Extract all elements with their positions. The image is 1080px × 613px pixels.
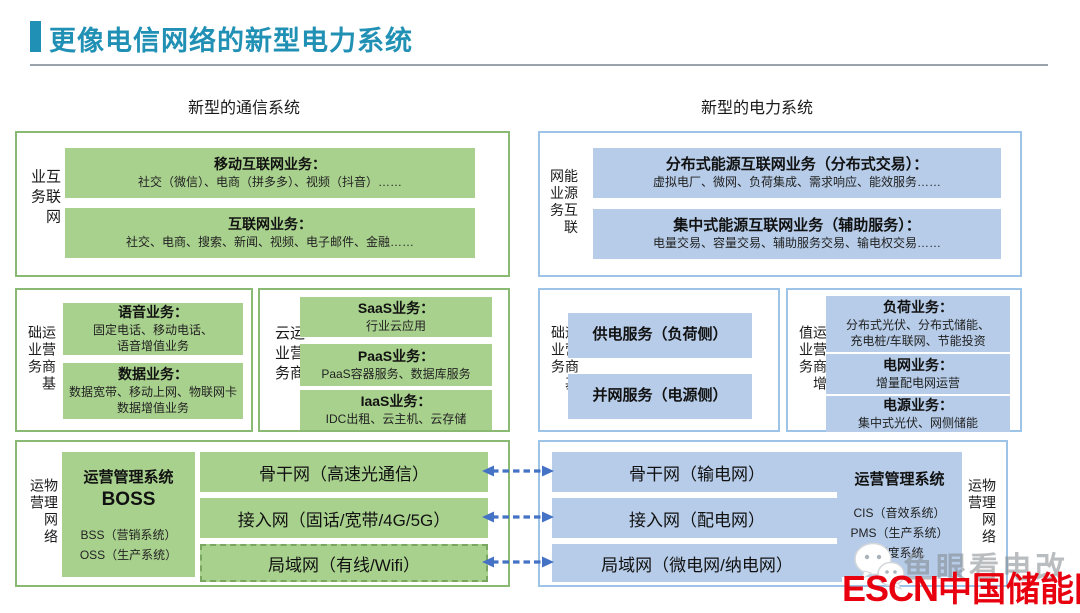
box-title: 负荷业务： <box>883 299 953 316</box>
section-telecom-cloud-business: 运营商云业务 SaaS业务： 行业云应用 PaaS业务： PaaS容器服务、数据… <box>258 288 510 432</box>
section-energy-internet-business: 能源互联网业务 分布式能源互联网业务（分布式交易）： 虚拟电厂、微网、负荷集成、… <box>538 131 1022 277</box>
box-sub: 虚拟电厂、微网、负荷集成、需求响应、能效服务…… <box>652 175 941 190</box>
section-label: 互联网业务 <box>29 168 61 229</box>
page-title: 更像电信网络的新型电力系统 <box>49 26 413 56</box>
box-sub: 电量交易、容量交易、辅助服务交易、输电权交易…… <box>652 236 941 251</box>
row-lan-telecom: 局域网（有线/Wifi） <box>200 544 488 582</box>
box-sub: 社交（微信）、电商（拼多多）、视频（抖音）…… <box>137 174 402 189</box>
box-internet: 互联网业务： 社交、电商、搜索、新闻、视频、电子邮件、金融…… <box>65 208 475 258</box>
box-distributed-energy: 分布式能源互联网业务（分布式交易）： 虚拟电厂、微网、负荷集成、需求响应、能效服… <box>593 148 1001 198</box>
box-saas: SaaS业务： 行业云应用 <box>300 297 492 337</box>
title-accent-bar <box>30 21 41 52</box>
mgmt-line: CIS（音效系统） <box>853 506 946 520</box>
box-sub: 语音增值业务 <box>116 338 189 353</box>
header-divider <box>30 64 1048 66</box>
section-telecom-physical-network: 物理网络运营 运营管理系统 BOSS BSS（营销系统） OSS（生产系统） 骨… <box>15 440 510 587</box>
arrow-access-link <box>482 511 554 523</box>
box-sub: IDC出租、云主机、云存储 <box>325 411 467 426</box>
box-sub: PaaS容器服务、数据库服务 <box>321 366 471 381</box>
row-lan-power: 局域网（微电网/纳电网） <box>552 544 842 582</box>
box-voice-business: 语音业务： 固定电话、移动电话、 语音增值业务 <box>63 303 243 355</box>
box-boss-system: 运营管理系统 BOSS BSS（营销系统） OSS（生产系统） <box>62 452 195 577</box>
box-title: SaaS业务： <box>357 300 435 317</box>
box-sub: 增量配电网运营 <box>875 375 960 390</box>
section-power-basic-business: 运营商基础业务 供电服务（负荷侧） 并网服务（电源侧） <box>538 288 780 432</box>
box-sub: 行业云应用 <box>365 318 426 333</box>
box-title: 移动互联网业务： <box>214 156 326 173</box>
section-power-physical-network: 骨干网（输电网） 接入网（配电网） 局域网（微电网/纳电网） 运营管理系统 CI… <box>538 440 1008 587</box>
box-title: 数据业务： <box>118 366 188 383</box>
mgmt-title: 运营管理系统 <box>83 469 174 486</box>
box-title: IaaS业务： <box>360 393 432 410</box>
row-access-power: 接入网（配电网） <box>552 498 842 538</box>
column-header-power: 新型的电力系统 <box>701 100 814 117</box>
box-title: 供电服务（负荷侧） <box>592 326 728 344</box>
section-label: 物理网络运营 <box>29 477 59 546</box>
arrow-backbone-link <box>482 465 554 477</box>
box-power-mgmt-system: 运营管理系统 CIS（音效系统） PMS（生产系统） 调度系统 <box>837 452 962 577</box>
box-sub: 充电桩/车联网、节能投资 <box>850 333 986 348</box>
row-backbone-power: 骨干网（输电网） <box>552 452 842 492</box>
box-sub: 固定电话、移动电话、 <box>92 322 213 337</box>
box-sub: 分布式光伏、分布式储能、 <box>845 317 990 332</box>
box-title: 互联网业务： <box>228 216 312 233</box>
box-grid-connection-service: 并网服务（电源侧） <box>568 374 752 419</box>
watermark-text: 鱼眼看电改 <box>903 552 1068 585</box>
section-telecom-basic-business: 运营商基础业务 语音业务： 固定电话、移动电话、 语音增值业务 数据业务： 数据… <box>15 288 253 432</box>
mgmt-title: 运营管理系统 <box>854 471 945 488</box>
box-title: PaaS业务： <box>357 348 435 365</box>
section-internet-business: 互联网业务 移动互联网业务： 社交（微信）、电商（拼多多）、视频（抖音）…… 互… <box>15 131 510 277</box>
box-title: 语音业务： <box>118 304 188 321</box>
section-label: 运营商增值业务 <box>798 325 828 393</box>
box-source-business: 电源业务： 集中式光伏、网侧储能 <box>826 396 1010 432</box>
box-power-supply-service: 供电服务（负荷侧） <box>568 313 752 358</box>
mgmt-subtitle: BOSS <box>101 489 156 510</box>
mgmt-line: BSS（营销系统） <box>80 528 177 542</box>
row-access-telecom: 接入网（固话/宽带/4G/5G） <box>200 498 488 538</box>
escn-logo-text: 中国储能网 <box>938 571 1080 609</box>
box-sub: 数据增值业务 <box>116 400 189 415</box>
section-label: 运营商基础业务 <box>27 325 57 393</box>
box-centralized-energy: 集中式能源互联网业务（辅助服务）： 电量交易、容量交易、辅助服务交易、输电权交易… <box>593 209 1001 259</box>
box-sub: 集中式光伏、网侧储能 <box>857 415 978 430</box>
box-grid-business: 电网业务： 增量配电网运营 <box>826 354 1010 394</box>
arrow-lan-link <box>482 556 554 568</box>
box-title: 电网业务： <box>883 357 953 374</box>
section-label: 物理网络运营 <box>967 477 997 546</box>
section-label: 能源互联网业务 <box>549 168 579 237</box>
box-sub: 数据宽带、移动上网、物联网卡 <box>68 384 237 399</box>
box-data-business: 数据业务： 数据宽带、移动上网、物联网卡 数据增值业务 <box>63 363 243 419</box>
wechat-icon <box>854 542 905 590</box>
box-load-business: 负荷业务： 分布式光伏、分布式储能、 充电桩/车联网、节能投资 <box>826 296 1010 352</box>
mgmt-line: PMS（生产系统） <box>850 526 949 540</box>
box-iaas: IaaS业务： IDC出租、云主机、云存储 <box>300 390 492 430</box>
row-backbone-telecom: 骨干网（高速光通信） <box>200 452 488 492</box>
section-power-value-business: 运营商增值业务 负荷业务： 分布式光伏、分布式储能、 充电桩/车联网、节能投资 … <box>786 288 1022 432</box>
escn-logo: ESCN中国储能网 <box>842 562 1080 611</box>
mgmt-line: OSS（生产系统） <box>79 548 178 562</box>
column-header-telecom: 新型的通信系统 <box>188 100 301 117</box>
escn-logo-prefix: ESCN <box>842 568 939 609</box>
box-title: 分布式能源互联网业务（分布式交易）： <box>665 155 929 173</box>
box-paas: PaaS业务： PaaS容器服务、数据库服务 <box>300 344 492 386</box>
box-sub: 社交、电商、搜索、新闻、视频、电子邮件、金融…… <box>125 234 414 249</box>
box-title: 电源业务： <box>883 397 953 414</box>
box-title: 集中式能源互联网业务（辅助服务）： <box>673 216 921 234</box>
box-mobile-internet: 移动互联网业务： 社交（微信）、电商（拼多多）、视频（抖音）…… <box>65 148 475 198</box>
box-title: 并网服务（电源侧） <box>592 387 728 405</box>
